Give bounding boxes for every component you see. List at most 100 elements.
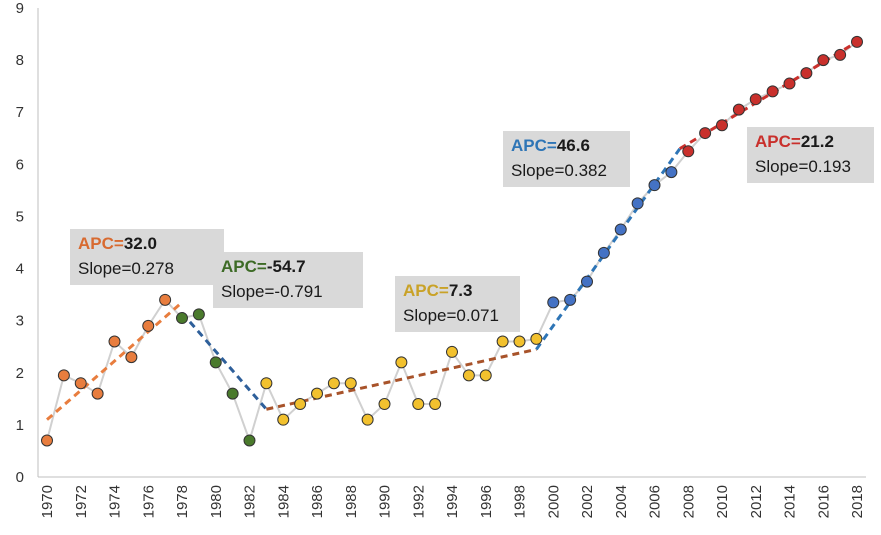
data-point <box>462 369 475 382</box>
annotation-2008-2018: APC=21.2 Slope=0.193 <box>747 127 874 183</box>
annotation-box <box>213 252 363 308</box>
data-point <box>226 387 239 400</box>
annotation-apc-value: -54.7 <box>267 257 306 276</box>
data-point <box>429 398 442 411</box>
y-tick-label: 4 <box>16 261 24 278</box>
trend-line-1 <box>46 301 183 421</box>
y-tick-label: 1 <box>16 417 24 434</box>
y-tick-label: 7 <box>16 104 24 121</box>
trend-line-2 <box>180 311 268 411</box>
x-tick-label: 2010 <box>714 485 731 518</box>
x-tick-label: 1978 <box>174 485 191 518</box>
data-point <box>665 166 678 179</box>
x-tick-label: 2016 <box>815 485 832 518</box>
annotation-slope: Slope=0.071 <box>403 306 499 325</box>
annotation-apc-value: 21.2 <box>801 132 834 151</box>
x-tick-label: 1994 <box>444 485 461 518</box>
annotation-apc-label: APC= <box>403 281 449 300</box>
x-tick-label: 1984 <box>275 485 292 518</box>
annotation-box <box>70 229 224 285</box>
x-tick-label: 1974 <box>107 485 124 518</box>
data-point <box>800 67 813 80</box>
svg-text:APC=-54.7: APC=-54.7 <box>221 257 306 276</box>
x-tick-label: 1988 <box>343 485 360 518</box>
data-point <box>581 275 593 288</box>
x-tick-label: 1990 <box>377 485 394 518</box>
trend-line-3 <box>266 347 537 411</box>
annotation-1978-1983: APC=-54.7 Slope=-0.791 <box>213 252 363 308</box>
data-point <box>817 54 830 67</box>
annotation-1983-1999: APC=7.3 Slope=0.071 <box>395 276 520 332</box>
data-point <box>530 332 543 345</box>
data-point <box>74 377 87 390</box>
x-tick-label: 1996 <box>478 485 495 518</box>
y-tick-label: 3 <box>16 313 24 330</box>
data-point <box>749 93 762 106</box>
annotation-slope: Slope=0.193 <box>755 157 851 176</box>
x-tick-label: 1982 <box>242 485 259 518</box>
x-tick-label: 1976 <box>140 485 157 518</box>
data-point <box>412 398 425 411</box>
annotation-apc-value: 7.3 <box>449 281 473 300</box>
data-point <box>395 356 408 369</box>
data-point <box>361 413 374 426</box>
x-tick-label: 2006 <box>647 485 664 518</box>
x-tick-label: 2002 <box>579 485 596 518</box>
x-tick-labels: 1970 1972 1974 1976 1978 1980 1982 1984 1986 1988… <box>39 485 866 518</box>
y-tick-label: 9 <box>16 0 24 17</box>
data-point <box>159 293 172 306</box>
svg-text:APC=46.6: APC=46.6 <box>511 136 590 155</box>
data-point <box>766 85 779 98</box>
annotation-box <box>503 131 630 187</box>
data-point <box>294 398 307 411</box>
y-tick-label: 0 <box>16 469 24 486</box>
data-point <box>327 377 340 390</box>
y-tick-labels: 0 1 2 3 4 5 6 7 8 9 <box>16 0 24 486</box>
x-tick-label: 1980 <box>208 485 225 518</box>
data-point <box>142 319 155 332</box>
data-point <box>277 413 290 426</box>
y-tick-label: 6 <box>16 156 24 173</box>
data-point <box>125 351 138 364</box>
x-tick-label: 2012 <box>748 485 765 518</box>
data-point <box>597 246 610 259</box>
data-point <box>176 312 188 325</box>
data-point <box>57 369 70 382</box>
x-tick-label: 2000 <box>545 485 562 518</box>
data-point <box>446 345 458 358</box>
y-tick-label: 2 <box>16 365 24 382</box>
y-tick-label: 8 <box>16 52 24 69</box>
data-point <box>699 127 712 140</box>
data-point <box>108 335 121 348</box>
svg-text:APC=32.0: APC=32.0 <box>78 234 157 253</box>
data-point <box>834 48 847 61</box>
x-tick-label: 2018 <box>849 485 866 518</box>
data-point <box>91 387 104 400</box>
annotation-slope: Slope=-0.791 <box>221 282 323 301</box>
annotation-slope: Slope=0.278 <box>78 259 174 278</box>
x-tick-label: 2014 <box>782 485 799 518</box>
data-point <box>378 398 391 411</box>
data-point <box>614 223 627 236</box>
annotation-2000-2007: APC=46.6 Slope=0.382 <box>503 131 630 187</box>
data-point <box>513 335 526 348</box>
x-tick-label: 1972 <box>73 485 90 518</box>
x-tick-label: 1998 <box>512 485 529 518</box>
annotation-apc-label: APC= <box>511 136 557 155</box>
x-tick-label: 2008 <box>680 485 697 518</box>
data-points <box>41 35 863 447</box>
data-point <box>648 179 661 192</box>
data-point <box>682 145 695 158</box>
data-point <box>496 335 509 348</box>
annotation-apc-value: 46.6 <box>557 136 590 155</box>
annotation-apc-label: APC= <box>78 234 124 253</box>
data-point <box>783 77 796 90</box>
data-point <box>851 35 863 48</box>
svg-text:APC=21.2: APC=21.2 <box>755 132 834 151</box>
annotation-apc-label: APC= <box>221 257 267 276</box>
data-point <box>209 356 222 369</box>
data-point <box>243 434 256 447</box>
data-point <box>732 103 745 116</box>
annotation-apc-value: 32.0 <box>124 234 157 253</box>
